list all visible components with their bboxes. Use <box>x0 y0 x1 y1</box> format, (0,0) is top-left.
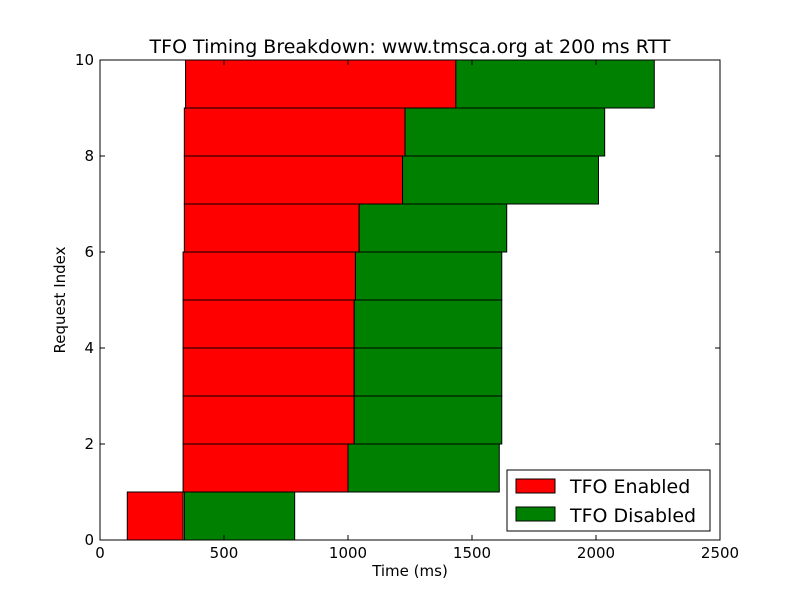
y-tick-label: 4 <box>84 339 94 357</box>
bar-tfo-enabled-9 <box>185 59 457 109</box>
legend-swatch-tfo-enabled <box>515 478 556 494</box>
bar-tfo-disabled-7 <box>402 155 599 205</box>
y-tick-label: 2 <box>84 435 94 453</box>
x-tick-label: 2000 <box>577 544 615 562</box>
bar-tfo-enabled-3 <box>182 347 355 397</box>
legend-label-tfo-disabled: TFO Disabled <box>569 505 696 527</box>
x-tick-label: 500 <box>210 544 239 562</box>
bars-layer <box>126 59 655 541</box>
bar-tfo-enabled-7 <box>183 155 404 205</box>
bar-tfo-enabled-0 <box>126 491 184 541</box>
y-tick-label: 8 <box>84 147 94 165</box>
y-axis-label: Request Index <box>51 246 69 353</box>
bar-tfo-enabled-2 <box>182 395 355 445</box>
x-tick-label: 1500 <box>453 544 491 562</box>
bar-tfo-disabled-8 <box>404 107 606 157</box>
bar-tfo-disabled-3 <box>353 347 503 397</box>
ticks-layer: 0 500 1000 1500 2000 2500 0 2 4 6 8 10 <box>75 51 739 562</box>
legend-swatch-tfo-disabled <box>515 506 556 522</box>
x-tick-label: 2500 <box>701 544 739 562</box>
legend: TFO Enabled TFO Disabled <box>506 469 711 532</box>
bar-tfo-enabled-5 <box>182 251 356 301</box>
bar-tfo-disabled-0 <box>183 491 296 541</box>
bar-tfo-disabled-4 <box>353 299 503 349</box>
x-tick-label: 1000 <box>329 544 367 562</box>
y-tick-label: 6 <box>84 243 94 261</box>
bar-tfo-disabled-1 <box>347 443 500 493</box>
x-axis-label: Time (ms) <box>371 562 448 580</box>
bar-tfo-enabled-6 <box>183 203 360 253</box>
bar-tfo-disabled-9 <box>455 59 655 109</box>
y-tick-label: 0 <box>84 531 94 549</box>
bar-tfo-enabled-8 <box>183 107 406 157</box>
bar-tfo-enabled-1 <box>182 443 349 493</box>
bar-tfo-disabled-2 <box>353 395 503 445</box>
chart-title: TFO Timing Breakdown: www.tmsca.org at 2… <box>149 36 671 58</box>
x-tick-label: 0 <box>95 544 105 562</box>
bar-tfo-disabled-6 <box>358 203 508 253</box>
bar-tfo-enabled-4 <box>182 299 355 349</box>
plot-frame <box>99 59 721 541</box>
bar-tfo-disabled-5 <box>354 251 503 301</box>
legend-label-tfo-enabled: TFO Enabled <box>569 476 690 498</box>
y-tick-label: 10 <box>75 51 94 69</box>
